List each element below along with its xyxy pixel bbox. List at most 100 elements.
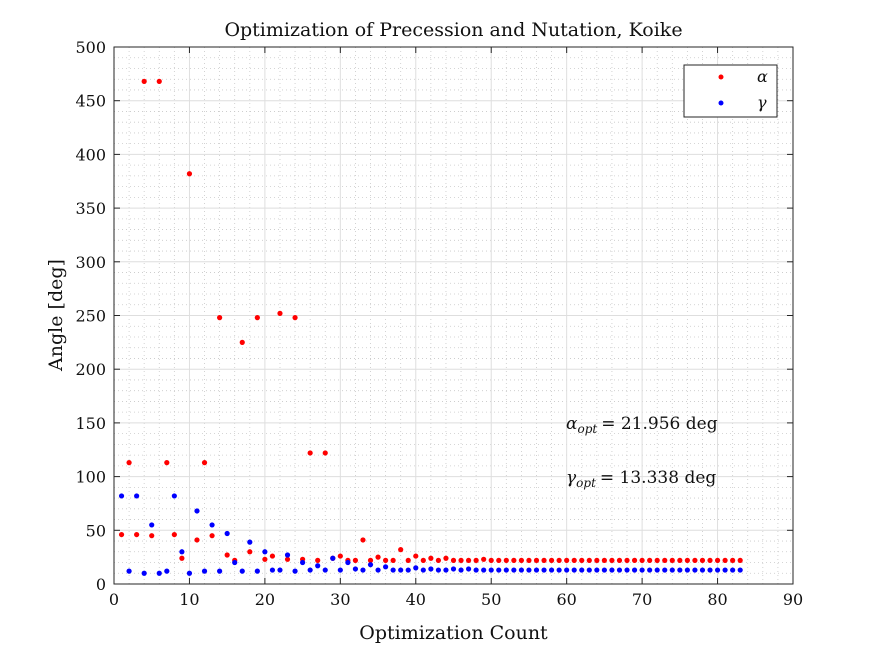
data-point <box>548 567 555 573</box>
x-tick-label: 60 <box>556 590 576 609</box>
data-point <box>488 557 494 563</box>
data-point <box>277 310 283 316</box>
data-point <box>579 557 585 563</box>
data-point <box>186 171 193 177</box>
data-point <box>481 556 487 562</box>
data-point <box>533 567 540 573</box>
data-point <box>730 557 736 563</box>
data-point <box>473 557 479 563</box>
data-point <box>307 567 313 573</box>
data-point <box>586 567 592 573</box>
data-point <box>564 567 570 573</box>
data-point <box>511 557 517 563</box>
data-point <box>413 565 419 571</box>
data-point <box>654 567 660 573</box>
data-point <box>398 567 404 573</box>
data-point <box>292 315 298 321</box>
data-point <box>209 533 215 539</box>
gamma-opt-subscript: opt <box>576 476 596 490</box>
data-point <box>300 559 306 566</box>
data-point <box>707 557 713 563</box>
data-point <box>616 557 623 563</box>
legend-marker-gamma <box>718 100 724 106</box>
y-tick-label: 300 <box>75 253 106 272</box>
data-point <box>269 567 276 573</box>
data-point <box>367 557 374 563</box>
data-point <box>465 557 472 563</box>
y-tick-label: 400 <box>75 145 106 164</box>
data-point <box>722 567 728 573</box>
alpha-opt-subscript: opt <box>577 422 597 436</box>
series-alpha <box>118 78 743 563</box>
data-point <box>639 557 645 563</box>
data-point <box>390 567 396 573</box>
data-point <box>171 531 177 538</box>
data-point <box>247 549 253 555</box>
data-point <box>247 539 253 545</box>
data-point <box>594 557 600 563</box>
data-point <box>217 315 223 321</box>
data-point <box>435 567 442 573</box>
x-tick-label: 50 <box>481 590 501 609</box>
data-point <box>239 339 245 345</box>
data-point <box>458 557 464 563</box>
data-point <box>473 567 479 573</box>
data-point <box>405 557 411 563</box>
data-point <box>722 557 728 563</box>
data-point <box>639 567 645 573</box>
data-point <box>149 533 155 539</box>
data-point <box>428 555 434 561</box>
data-point <box>360 537 366 543</box>
data-point <box>707 567 713 573</box>
data-point <box>164 568 170 574</box>
data-point <box>428 566 434 572</box>
data-point <box>541 567 547 573</box>
data-point <box>737 567 743 573</box>
data-point <box>262 556 268 562</box>
y-tick-label: 50 <box>86 521 106 540</box>
data-point <box>579 567 585 573</box>
data-point <box>186 570 193 576</box>
alpha-opt-value: = 21.956 deg <box>601 414 717 434</box>
gamma-opt-annotation: γopt = 13.338 deg <box>566 468 716 490</box>
legend-marker-alpha <box>718 74 724 80</box>
x-axis-label: Optimization Count <box>359 622 548 644</box>
data-point <box>360 567 366 573</box>
data-point <box>367 562 374 568</box>
data-point <box>420 557 426 563</box>
data-point <box>420 567 426 573</box>
data-point <box>345 559 351 566</box>
data-point <box>571 557 577 563</box>
data-point <box>684 557 690 563</box>
data-point <box>556 567 562 573</box>
data-point <box>662 557 668 563</box>
data-point <box>201 460 208 466</box>
data-point <box>254 315 260 321</box>
data-point <box>322 450 328 456</box>
y-tick-label: 150 <box>75 414 106 433</box>
data-point <box>413 553 419 559</box>
data-point <box>518 557 525 563</box>
alpha-opt-annotation: αopt = 21.956 deg <box>566 414 718 436</box>
data-point <box>624 567 630 573</box>
data-point <box>488 567 494 573</box>
data-point <box>556 557 562 563</box>
data-point <box>118 493 125 499</box>
data-point <box>383 557 389 563</box>
data-point <box>194 508 200 514</box>
alpha-opt-symbol: α <box>566 414 578 434</box>
data-point <box>443 555 449 561</box>
data-point <box>239 568 245 574</box>
data-point <box>465 566 472 572</box>
data-point <box>156 570 162 576</box>
data-point <box>315 557 321 563</box>
data-point <box>496 567 502 573</box>
data-point <box>533 557 540 563</box>
data-point <box>209 522 215 528</box>
data-point <box>548 557 555 563</box>
data-point <box>609 557 615 563</box>
data-point <box>571 567 577 573</box>
data-point <box>631 567 638 573</box>
x-tick-label: 10 <box>179 590 199 609</box>
data-point <box>179 555 185 561</box>
